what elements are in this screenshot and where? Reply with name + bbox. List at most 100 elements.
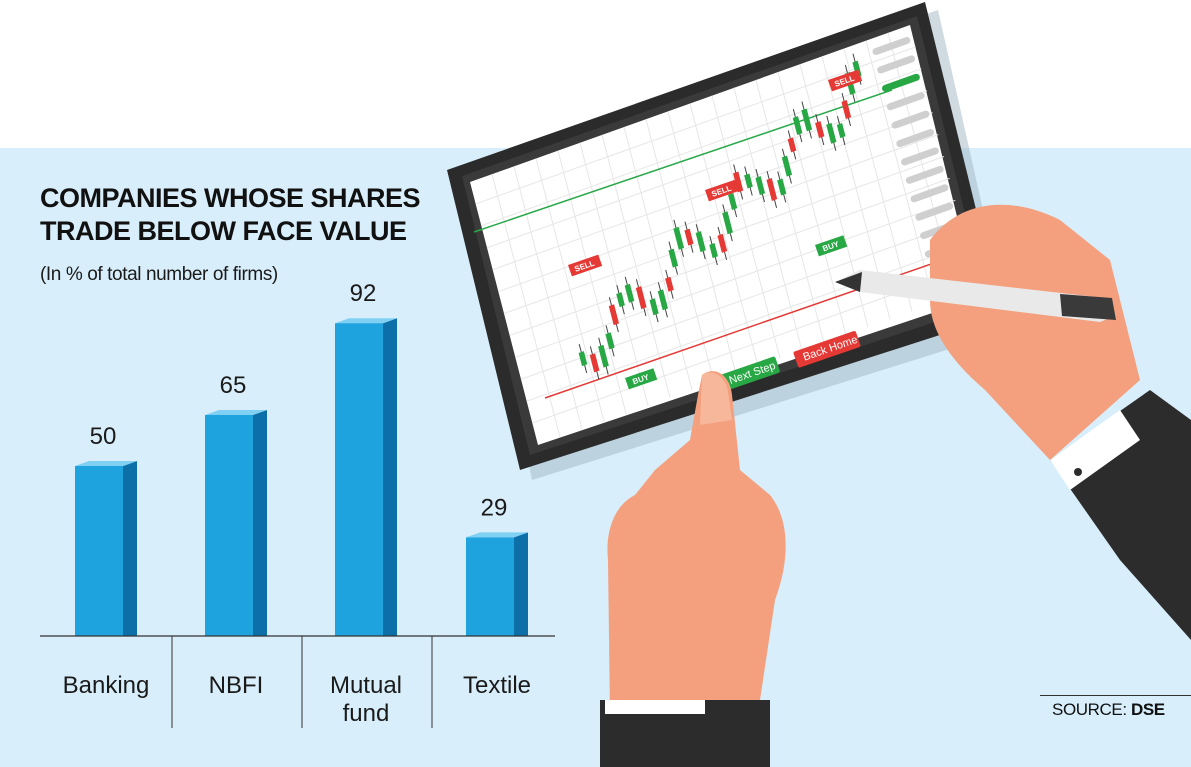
right-cuff	[1050, 410, 1140, 490]
bar-top	[205, 410, 267, 415]
candle-body	[766, 178, 778, 201]
buy-tag-bg	[815, 235, 848, 257]
left-hand	[600, 371, 786, 767]
sell-tag-bg	[705, 179, 740, 202]
candle-body	[589, 353, 600, 373]
sell-tag-bg	[568, 254, 603, 277]
data-label: 50	[90, 423, 117, 450]
candle-body	[722, 211, 733, 235]
grid-line	[486, 90, 928, 249]
side-indicator-bar	[905, 165, 944, 184]
title-line-2: TRADE BELOW FACE VALUE	[40, 216, 407, 246]
candle-body	[801, 108, 813, 132]
sell-tag: SELL	[568, 254, 603, 277]
candle-body	[787, 137, 797, 153]
source-divider	[1040, 695, 1191, 696]
bar	[205, 415, 253, 636]
candle-body	[668, 248, 679, 268]
candle-body	[684, 228, 694, 246]
side-indicator-bar	[896, 129, 935, 148]
sell-tag: SELL	[828, 69, 863, 92]
tick-label: NBFI	[209, 672, 264, 699]
bar-top	[466, 532, 528, 538]
candle-body	[815, 121, 825, 139]
candle-body	[635, 286, 647, 310]
candle-body	[673, 226, 685, 250]
side-indicator-bar	[877, 55, 916, 74]
grid-line	[475, 46, 916, 205]
bar-banking	[75, 461, 137, 636]
candle-body	[733, 171, 744, 193]
candle-body	[695, 231, 706, 253]
source-note: SOURCE: DSE	[1052, 700, 1165, 720]
tick-label: Textile	[463, 672, 531, 699]
back-home-bg	[793, 331, 861, 368]
candle-body	[665, 276, 674, 292]
candle-body	[777, 178, 787, 196]
side-indicator-bar	[901, 147, 939, 166]
bar-side	[383, 318, 397, 636]
grid-line	[481, 68, 922, 227]
left-cuff	[605, 700, 705, 714]
side-indicator-bar	[915, 202, 954, 221]
candle-body	[755, 176, 766, 196]
bar-mutual-fund	[335, 318, 397, 636]
candle-body	[578, 351, 588, 367]
tick-label: Banking	[63, 672, 150, 699]
tick-label-line: fund	[343, 700, 390, 727]
candle-body	[657, 289, 669, 311]
candle-body	[649, 298, 659, 316]
chart-title: COMPANIES WHOSE SHARES TRADE BELOW FACE …	[40, 182, 460, 248]
cufflink-icon	[1074, 468, 1082, 476]
source-label: SOURCE:	[1052, 700, 1127, 719]
stylus-tip	[835, 272, 862, 292]
candle-body	[616, 292, 625, 308]
side-indicator-bar	[882, 73, 920, 92]
grid-line	[520, 221, 962, 380]
tick-label-line: Banking	[63, 672, 150, 699]
buy-tag: BUY	[625, 368, 658, 390]
candle-body	[608, 304, 619, 326]
tick-label-line: Mutual	[330, 672, 402, 699]
grid-line	[515, 199, 956, 358]
tick-label: Mutual fund	[330, 672, 402, 727]
candle-body	[836, 123, 846, 139]
buy-tag-bg	[625, 368, 658, 390]
grid-line	[503, 156, 945, 314]
candle-body	[709, 243, 718, 259]
bar-side	[253, 410, 267, 636]
bar	[75, 466, 123, 636]
grid-line	[526, 243, 967, 402]
candle-body	[605, 332, 615, 350]
right-hand-skin	[930, 204, 1140, 460]
candle-body	[826, 122, 837, 144]
tick-label-line: NBFI	[209, 672, 264, 699]
left-hand-skin	[607, 371, 786, 715]
data-label: 29	[481, 494, 508, 521]
candle-body	[792, 116, 803, 136]
bar-top	[75, 461, 137, 466]
candle-body	[841, 100, 852, 120]
side-indicator-bar	[910, 184, 949, 203]
stylus-body	[835, 270, 1110, 322]
stylus-cap	[1060, 294, 1116, 320]
buy-tag: BUY	[815, 235, 848, 257]
candle-body	[598, 344, 609, 368]
pointing-finger-tip	[700, 372, 732, 425]
bar-nbfi	[205, 410, 267, 636]
bar-side	[514, 532, 528, 636]
candle-body	[624, 283, 635, 303]
side-indicator-bar	[872, 37, 911, 55]
candle-body	[744, 173, 753, 189]
grid-line	[509, 177, 950, 336]
chart-subtitle: (In % of total number of firms)	[40, 264, 278, 285]
stylus-pen	[835, 270, 1116, 322]
bar-top	[335, 318, 397, 324]
bar-textile	[466, 532, 528, 636]
right-hand	[930, 204, 1191, 640]
candle-body	[717, 233, 728, 253]
bar	[335, 323, 383, 636]
source-name: DSE	[1130, 700, 1165, 719]
bar-side	[123, 461, 137, 636]
